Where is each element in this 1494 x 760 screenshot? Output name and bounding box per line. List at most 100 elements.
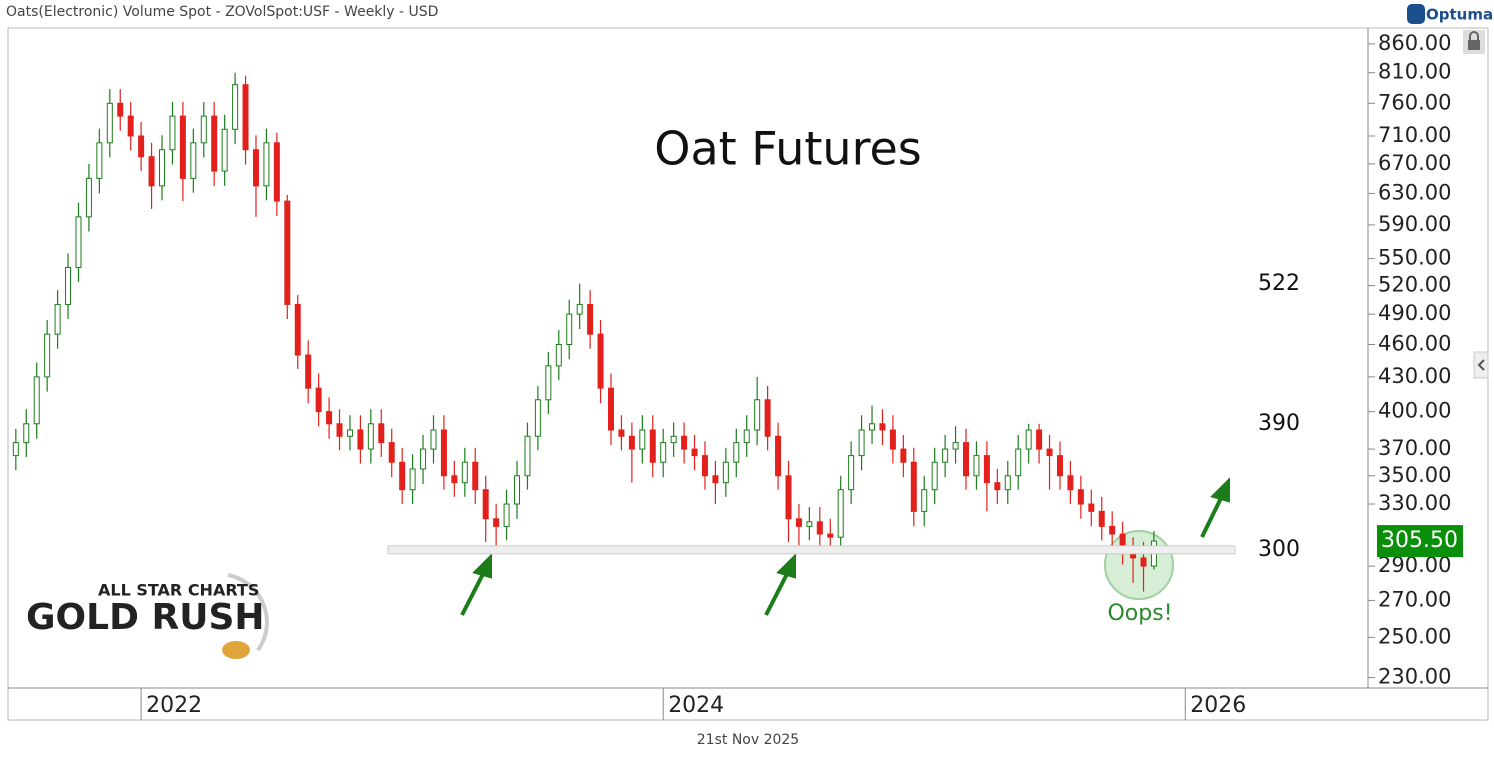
candle-body: [33, 376, 40, 425]
lock-icon: [1469, 31, 1479, 40]
candle-body: [566, 313, 573, 345]
candle-body: [827, 533, 834, 538]
candle-body: [211, 115, 218, 172]
candle-body: [806, 521, 813, 527]
candle-body: [190, 142, 197, 179]
candle-body: [263, 142, 270, 187]
candle-body: [1067, 475, 1074, 491]
candle-body: [127, 115, 134, 137]
candle-body: [921, 489, 928, 512]
candle-body: [1088, 503, 1095, 512]
candle-body: [503, 503, 510, 527]
candle-body: [315, 387, 322, 413]
candle-body: [65, 266, 72, 305]
y-tick-label: 760.00: [1378, 90, 1451, 114]
candle-body: [931, 461, 938, 491]
candle-body: [284, 200, 291, 305]
candle-body: [117, 102, 124, 117]
arrows: [460, 477, 1230, 616]
candle-body: [1046, 448, 1053, 457]
candle-body: [336, 423, 343, 437]
candle-body: [1036, 429, 1043, 450]
y-tick-label: 350.00: [1378, 463, 1451, 487]
candle-body: [597, 333, 604, 389]
note: Oops!: [1107, 601, 1172, 626]
candle-body: [670, 435, 677, 444]
candle-body: [493, 518, 500, 527]
candle-body: [1109, 525, 1116, 535]
candle-body: [743, 429, 750, 444]
y-tick-label: 330.00: [1378, 491, 1451, 515]
candle-body: [660, 442, 667, 463]
candle-body: [733, 442, 740, 463]
candle-body: [461, 461, 468, 484]
candle-body: [399, 461, 406, 491]
candle-body: [795, 518, 802, 527]
y-tick-label: 670.00: [1378, 151, 1451, 175]
candle-body: [973, 455, 980, 477]
brand-icon: [1407, 4, 1425, 24]
candle-body: [357, 429, 364, 450]
candle-body: [952, 442, 959, 450]
y-tick-label: 550.00: [1378, 246, 1451, 270]
y-tick-label: 490.00: [1378, 301, 1451, 325]
candle-body: [607, 387, 614, 431]
candle-body: [367, 423, 374, 450]
y-tick-label: 270.00: [1378, 587, 1451, 611]
annotation: Oat Futures: [654, 122, 922, 176]
candle-body: [54, 303, 61, 335]
candle-body: [346, 429, 353, 437]
candle-body: [848, 455, 855, 491]
candle-body: [555, 343, 562, 367]
candle-body: [628, 435, 635, 450]
candle-body: [148, 156, 155, 187]
candle-body: [200, 115, 207, 144]
candle-body: [858, 429, 865, 457]
candle-body: [75, 216, 82, 268]
candle-body: [451, 475, 458, 484]
y-tick-label: 520.00: [1378, 273, 1451, 297]
level-label: 522: [1258, 271, 1300, 296]
candle-body: [764, 399, 771, 437]
candle-body: [691, 448, 698, 457]
x-tick-label: 2026: [1190, 693, 1246, 718]
candle-body: [482, 489, 489, 520]
logo: ALL STAR CHARTS GOLD RUSH: [26, 573, 269, 659]
candle-body: [1004, 475, 1011, 491]
candle-body: [23, 423, 30, 444]
candle-body: [169, 115, 176, 151]
candle-body: [514, 475, 521, 505]
candle-body: [910, 461, 917, 512]
last-price-box: [1377, 525, 1463, 558]
candle-body: [534, 399, 541, 437]
candle-body: [1140, 557, 1147, 567]
y-tick-label: 860.00: [1378, 31, 1451, 55]
candle-body: [524, 435, 531, 477]
candle-body: [994, 482, 1001, 491]
level-label: 300: [1258, 537, 1300, 562]
y-tick-label: 430.00: [1378, 364, 1451, 388]
collapse-icon: [1477, 359, 1485, 371]
y-tick-label: 590.00: [1378, 212, 1451, 236]
logo-line: ALL STAR CHARTS: [98, 581, 259, 600]
collapse-button[interactable]: [1473, 351, 1489, 379]
candle-body: [85, 177, 92, 218]
candle-body: [587, 303, 594, 335]
lock-icon: [1468, 40, 1480, 50]
candle-body: [430, 429, 437, 450]
candle-body: [545, 365, 552, 401]
candle-body: [942, 448, 949, 463]
candle-body: [273, 142, 280, 202]
x-tick-label: 2024: [668, 693, 724, 718]
candle-body: [409, 468, 416, 491]
candle-body: [232, 84, 239, 130]
y-tick-label: 400.00: [1378, 399, 1451, 423]
plot: [12, 72, 1157, 592]
x-tick-label: 2022: [146, 693, 202, 718]
candle-body: [701, 455, 708, 477]
candle-body: [775, 435, 782, 477]
candle-body: [879, 423, 886, 431]
candle-body: [179, 115, 186, 179]
candle-body: [712, 475, 719, 484]
candle-body: [44, 333, 51, 378]
